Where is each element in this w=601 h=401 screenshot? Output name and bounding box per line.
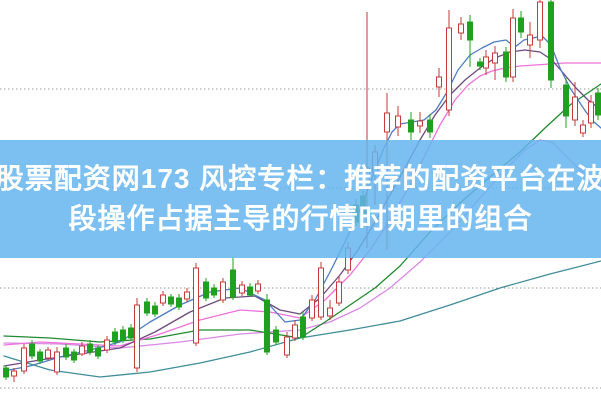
headline-line-2: 段操作占据主导的行情时期里的组合	[68, 203, 533, 234]
headline-line-1: 股票配资网173 风控专栏：推荐的配资平台在波	[0, 163, 601, 194]
headline-banner: 股票配资网173 风控专栏：推荐的配资平台在波 段操作占据主导的行情时期里的组合	[0, 140, 601, 258]
